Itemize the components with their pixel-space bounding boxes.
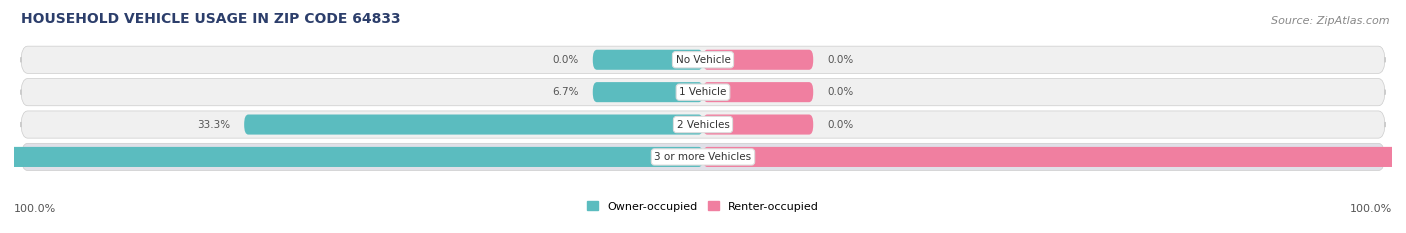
FancyBboxPatch shape	[703, 147, 1406, 167]
Text: Source: ZipAtlas.com: Source: ZipAtlas.com	[1271, 16, 1389, 26]
FancyBboxPatch shape	[703, 50, 813, 70]
Text: 0.0%: 0.0%	[827, 55, 853, 65]
FancyBboxPatch shape	[703, 82, 813, 102]
FancyBboxPatch shape	[21, 79, 1385, 106]
Text: 2 Vehicles: 2 Vehicles	[676, 120, 730, 130]
Legend: Owner-occupied, Renter-occupied: Owner-occupied, Renter-occupied	[586, 201, 820, 212]
Text: 6.7%: 6.7%	[553, 87, 579, 97]
FancyBboxPatch shape	[0, 147, 703, 167]
FancyBboxPatch shape	[21, 111, 1385, 138]
FancyBboxPatch shape	[21, 46, 1385, 73]
FancyBboxPatch shape	[593, 82, 703, 102]
Text: HOUSEHOLD VEHICLE USAGE IN ZIP CODE 64833: HOUSEHOLD VEHICLE USAGE IN ZIP CODE 6483…	[21, 12, 401, 26]
Text: No Vehicle: No Vehicle	[675, 55, 731, 65]
Text: 33.3%: 33.3%	[197, 120, 231, 130]
Text: 3 or more Vehicles: 3 or more Vehicles	[654, 152, 752, 162]
Text: 1 Vehicle: 1 Vehicle	[679, 87, 727, 97]
Text: 0.0%: 0.0%	[553, 55, 579, 65]
Text: 0.0%: 0.0%	[827, 87, 853, 97]
FancyBboxPatch shape	[245, 114, 703, 135]
FancyBboxPatch shape	[703, 114, 813, 135]
Text: 100.0%: 100.0%	[14, 204, 56, 214]
Text: 100.0%: 100.0%	[1350, 204, 1392, 214]
FancyBboxPatch shape	[21, 143, 1385, 171]
Text: 0.0%: 0.0%	[827, 120, 853, 130]
FancyBboxPatch shape	[593, 50, 703, 70]
